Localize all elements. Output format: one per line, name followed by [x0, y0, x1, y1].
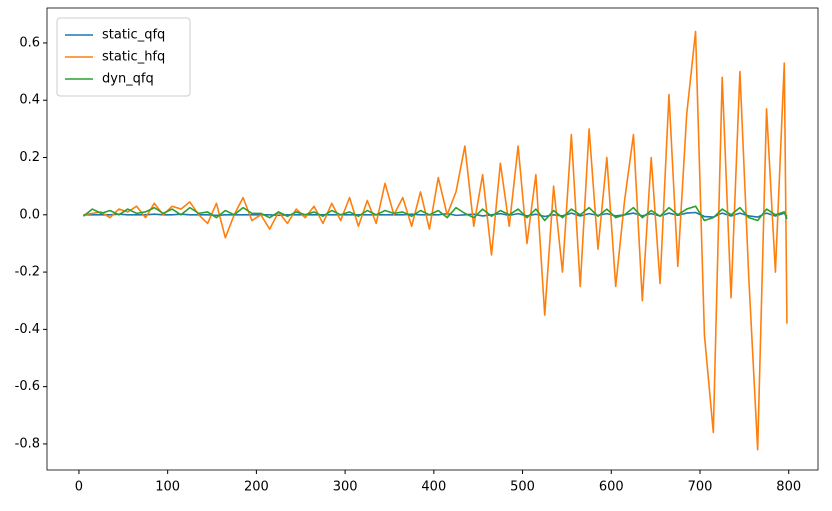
y-tick-label: -0.4: [15, 322, 40, 337]
x-tick-label: 500: [510, 480, 535, 495]
x-tick-label: 700: [688, 480, 713, 495]
y-tick-label: -0.6: [15, 379, 40, 394]
y-tick-label: -0.8: [15, 436, 40, 451]
legend-label: dyn_qfq: [102, 72, 154, 87]
x-tick-label: 200: [244, 480, 269, 495]
x-tick-label: 800: [776, 480, 801, 495]
x-tick-label: 100: [155, 480, 180, 495]
x-tick-label: 300: [333, 480, 358, 495]
y-tick-label: 0.6: [19, 35, 40, 50]
series-line: [82, 205, 788, 222]
legend: static_qfq static_hfq dyn_qfq: [56, 17, 191, 97]
x-tick-label: 0: [75, 480, 83, 495]
x-tick-label: 600: [599, 480, 624, 495]
x-tick-label: 400: [421, 480, 446, 495]
plot-frame: [46, 7, 819, 471]
y-tick-label: 0.4: [19, 93, 40, 108]
y-tick-label: -0.2: [15, 265, 40, 280]
legend-label: static_qfq: [102, 28, 165, 43]
legend-label: static_hfq: [102, 50, 165, 65]
series-line: [83, 30, 788, 451]
y-tick-label: 0.0: [19, 207, 40, 222]
y-tick-label: 0.2: [19, 150, 40, 165]
legend-box: [56, 17, 191, 97]
